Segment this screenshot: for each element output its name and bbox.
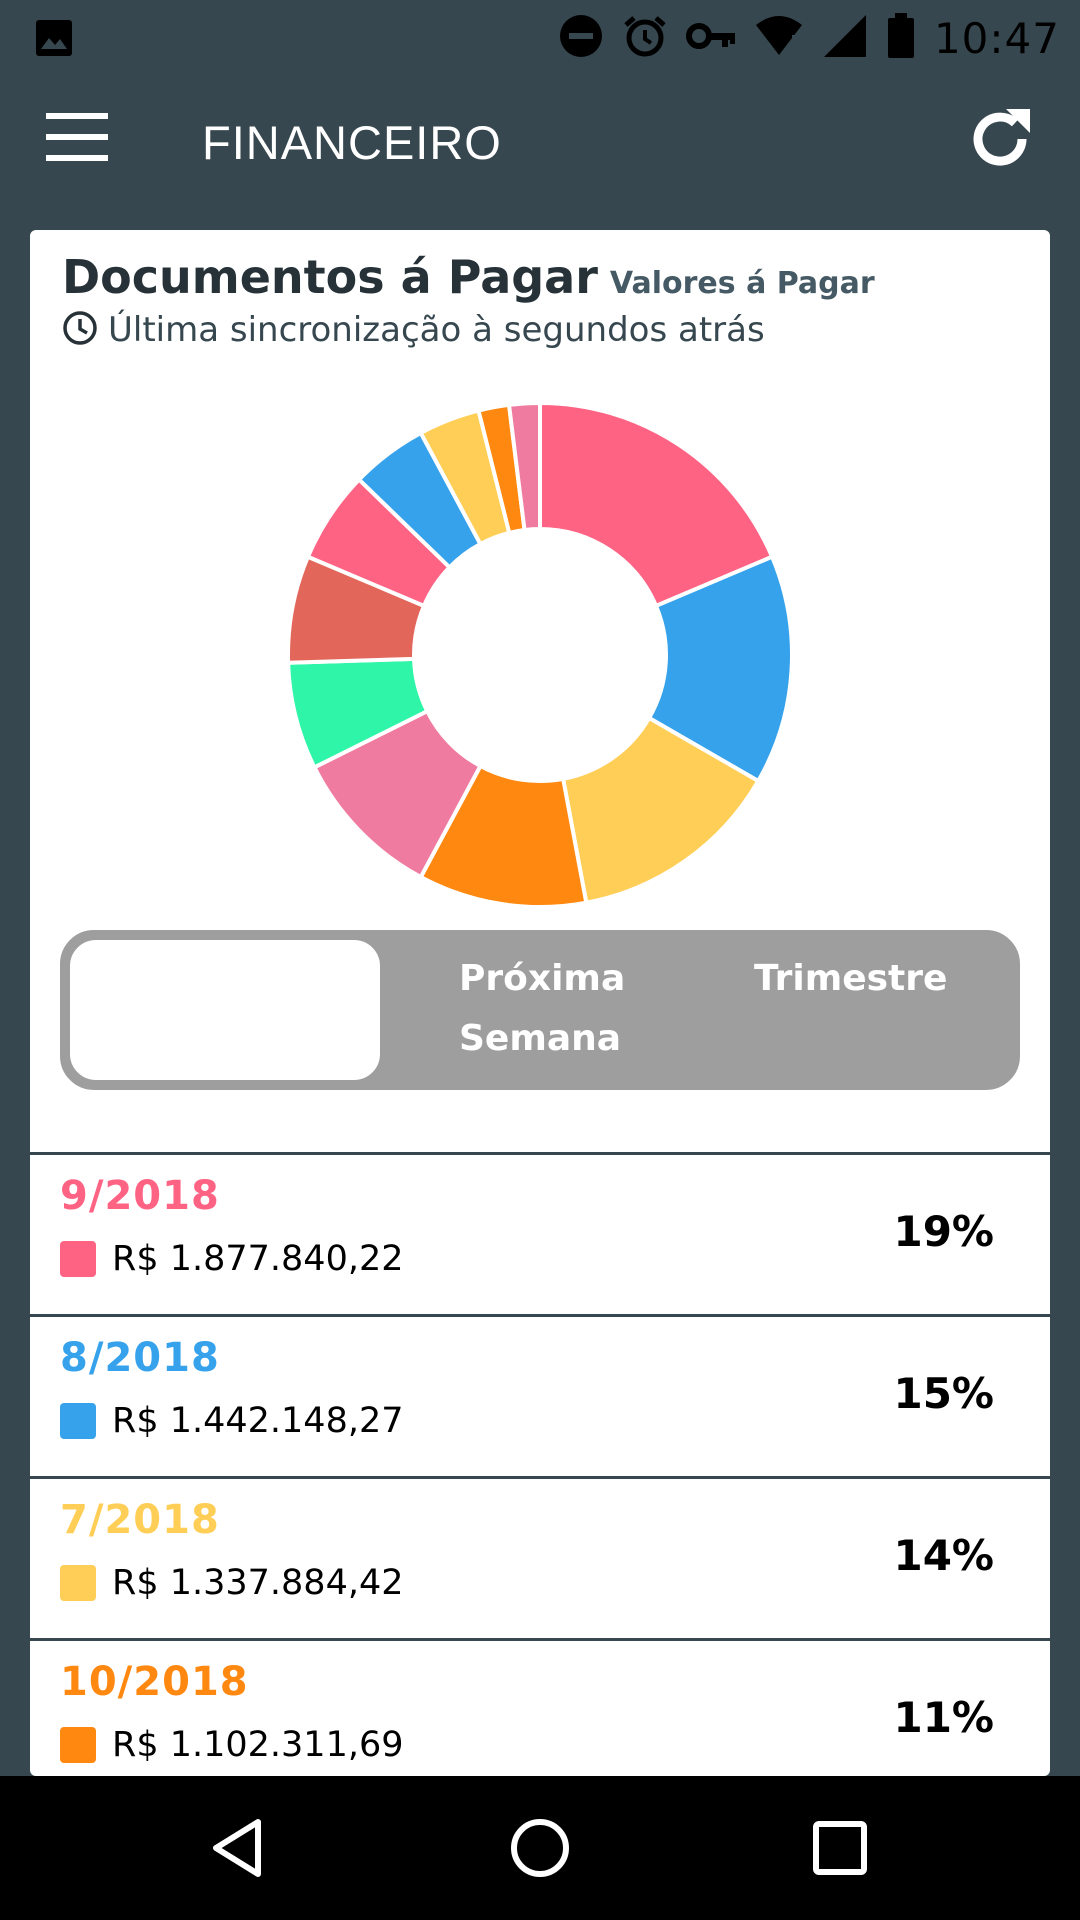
- navigation-bar: [0, 1776, 1080, 1920]
- segment-option-next-week[interactable]: Próxima Semana: [459, 958, 626, 1059]
- signal-icon: [822, 13, 868, 63]
- app-bar: FINANCEIRO: [0, 75, 1080, 230]
- payables-list: 9/2018 R$ 1.877.840,22 19% 8/2018 R$ 1.4…: [30, 1152, 1050, 1776]
- donut-slice[interactable]: [646, 554, 794, 784]
- item-value: R$ 1.877.840,22: [112, 1239, 404, 1279]
- vpn-key-icon: [685, 13, 736, 63]
- home-icon[interactable]: [504, 1812, 576, 1884]
- donut-chart-svg: [286, 400, 794, 909]
- status-bar: 10:47: [0, 0, 1080, 75]
- sync-status: Última sincronização à segundos atrás: [108, 310, 765, 350]
- clock-icon: [62, 310, 98, 350]
- item-date: 9/2018: [60, 1173, 220, 1219]
- do-not-disturb-icon: [558, 13, 604, 63]
- color-swatch: [60, 1403, 96, 1439]
- item-percent: 11%: [893, 1693, 994, 1742]
- color-swatch: [60, 1727, 96, 1763]
- item-value: R$ 1.337.884,42: [112, 1563, 404, 1603]
- item-date: 7/2018: [60, 1497, 220, 1543]
- item-value: R$ 1.442.148,27: [112, 1401, 404, 1441]
- back-icon[interactable]: [204, 1812, 276, 1884]
- item-percent: 15%: [893, 1369, 994, 1418]
- status-clock: 10:47: [933, 13, 1060, 63]
- list-item[interactable]: 8/2018 R$ 1.442.148,27 15%: [30, 1314, 1050, 1476]
- wifi-icon: [754, 13, 804, 63]
- color-swatch: [60, 1241, 96, 1277]
- page-title: FINANCEIRO: [202, 116, 502, 169]
- item-value: R$ 1.102.311,69: [112, 1725, 404, 1765]
- period-selector: Próxima Semana Trimestre: [60, 930, 1020, 1090]
- donut-slice[interactable]: [506, 400, 542, 533]
- list-item[interactable]: 10/2018 R$ 1.102.311,69 11%: [30, 1638, 1050, 1776]
- donut-slice[interactable]: [538, 400, 775, 609]
- card-title: Documentos á Pagar: [62, 250, 598, 304]
- donut-slice[interactable]: [560, 715, 761, 906]
- list-item[interactable]: 9/2018 R$ 1.877.840,22 19%: [30, 1152, 1050, 1314]
- refresh-icon[interactable]: [960, 99, 1040, 179]
- segment-option-quarter[interactable]: Trimestre: [754, 958, 948, 999]
- card-subtitle: Valores á Pagar: [609, 266, 875, 301]
- recents-icon[interactable]: [804, 1812, 876, 1884]
- image-icon: [34, 18, 74, 62]
- alarm-icon: [622, 13, 668, 63]
- item-date: 10/2018: [60, 1659, 249, 1705]
- list-item[interactable]: 7/2018 R$ 1.337.884,42 14%: [30, 1476, 1050, 1638]
- payables-card: Documentos á Pagar Valores á Pagar Últim…: [30, 230, 1050, 1776]
- menu-icon[interactable]: [46, 113, 108, 173]
- donut-chart: [280, 395, 800, 915]
- item-percent: 19%: [893, 1207, 994, 1256]
- battery-icon: [886, 13, 916, 63]
- item-date: 8/2018: [60, 1335, 220, 1381]
- segment-option-current[interactable]: [66, 936, 384, 1084]
- item-percent: 14%: [893, 1531, 994, 1580]
- color-swatch: [60, 1565, 96, 1601]
